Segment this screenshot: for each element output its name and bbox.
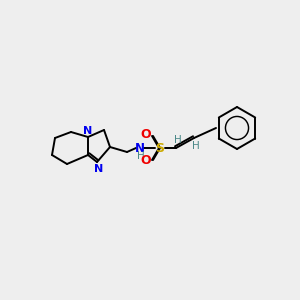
Text: N: N (135, 142, 145, 154)
Text: O: O (141, 128, 151, 142)
Text: N: N (94, 164, 103, 174)
Text: H: H (174, 135, 182, 145)
Text: S: S (155, 142, 164, 154)
Text: H: H (137, 151, 145, 161)
Text: H: H (192, 141, 200, 151)
Text: O: O (141, 154, 151, 167)
Text: N: N (83, 126, 93, 136)
